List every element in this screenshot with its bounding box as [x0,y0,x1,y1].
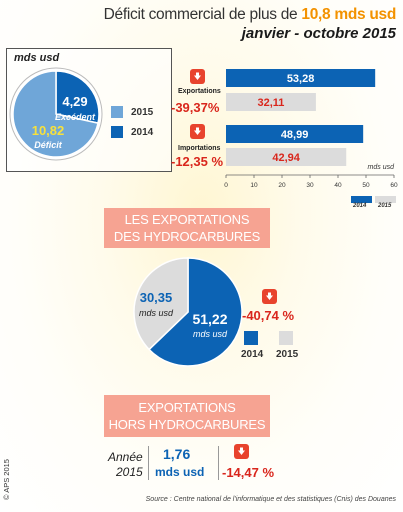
tick-label-30: 30 [306,182,314,189]
bar-exportations-2015 [226,93,316,111]
tick-label-0: 0 [224,182,228,189]
tick-label-20: 20 [278,182,286,189]
trade-balance-pie-slice-0 [55,70,100,124]
trade-balance-pie: 4,29 Excédent 10,82 Déficit [9,67,103,161]
separator-line [218,446,219,480]
year-value: 2015 [116,465,143,479]
hors-hydro-change: -14,47 % [222,465,275,480]
hydro-2014-value: 51,22 [192,311,227,327]
down-arrow-icon [234,444,249,459]
deficit-label: Déficit [34,140,63,150]
bar-legend-2014-label: 2014 [353,203,367,209]
importations-label: Importations [178,145,221,152]
hydro-2015-value: 30,35 [140,290,173,305]
legend-2015-label: 2015 [131,107,154,118]
title-highlight: 10,8 mds usd [301,6,396,23]
hydrocarbons-pie: 30,35 mds usd 51,22 mds usd [133,257,243,367]
down-arrow-icon [190,124,205,139]
hydrocarbons-banner-line1: LES EXPORTATIONS [124,212,250,227]
down-arrow-icon [190,69,205,84]
hors-hydro-value: 1,76 [163,446,191,462]
legend-2014-label: 2014 [131,127,154,138]
hydrocarbons-pie-slice-1 [133,257,189,351]
bar-label-exportations-2015: 32,11 [257,97,284,109]
hydro-change: -40,74 % [242,308,295,323]
hors-hydrocarbons-banner-line2: HORS HYDROCARBURES [108,417,266,432]
year-label: Année [108,450,143,464]
bar-label-exportations-2014: 53,28 [287,73,315,85]
source-note: Source : Centre national de l'informatiq… [145,496,396,503]
page-title: Déficit commercial de plus de 10,8 mds u… [90,6,397,24]
hors-hydrocarbons-banner: EXPORTATIONS HORS HYDROCARBURES [104,395,270,437]
hydro-legend-2015-label: 2015 [276,349,299,360]
tick-label-40: 40 [334,182,342,189]
trade-balance-unit: mds usd [14,52,60,64]
bar-legend-2015-label: 2015 [378,203,392,209]
hydrocarbons-banner: LES EXPORTATIONS DES HYDROCARBURES [104,208,270,248]
tick-label-10: 10 [250,182,258,189]
exportations-change: -39,37% [171,100,220,115]
bar-importations-2015 [226,148,347,166]
excedent-value: 4,29 [62,94,87,109]
hydrocarbons-banner-line2: DES HYDROCARBURES [113,229,261,244]
trade-balance-pie-slice-1 [12,70,99,158]
page-subtitle: janvier - octobre 2015 [241,25,396,42]
title-prefix: Déficit commercial de plus de [103,6,302,23]
hydro-2015-unit: mds usd [139,308,174,318]
tick-label-60: 60 [390,182,398,189]
deficit-value: 10,82 [32,123,65,138]
bar-label-importations-2015: 42,94 [272,152,300,164]
bar-legend-2014-swatch [351,196,372,203]
bar-label-importations-2014: 48,99 [281,129,309,141]
legend-2015-swatch [111,106,123,118]
separator-line [148,446,149,480]
bar-importations-2014 [226,125,364,143]
copyright: © APS 2015 [2,459,11,500]
hydro-legend-2014-label: 2014 [241,349,264,360]
hydro-legend-2015-swatch [279,331,293,345]
hydrocarbons-pie-slice-0 [148,257,243,367]
importations-change: -12,35 % [171,154,224,169]
hors-hydrocarbons-banner-line1: EXPORTATIONS [138,400,236,415]
trade-bar-unit: mds usd [368,164,396,171]
hydro-legend-2014-swatch [244,331,258,345]
tick-label-50: 50 [362,182,370,189]
bar-exportations-2014 [226,69,376,87]
legend-2014-swatch [111,126,123,138]
excedent-label: Excédent [55,112,96,122]
bar-legend-2015-swatch [375,196,396,203]
down-arrow-icon [262,289,277,304]
exportations-label: Exportations [178,88,221,95]
hors-hydro-unit: mds usd [155,465,205,479]
hydro-2014-unit: mds usd [193,329,228,339]
